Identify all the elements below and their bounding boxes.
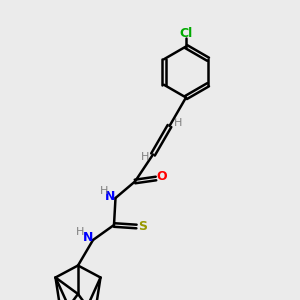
Text: N: N (105, 190, 115, 203)
Text: H: H (100, 186, 108, 197)
Text: S: S (138, 220, 147, 233)
Text: H: H (174, 118, 182, 128)
Text: N: N (82, 231, 93, 244)
Text: H: H (76, 226, 85, 237)
Text: H: H (140, 152, 149, 163)
Text: Cl: Cl (179, 26, 193, 40)
Text: O: O (156, 170, 167, 184)
